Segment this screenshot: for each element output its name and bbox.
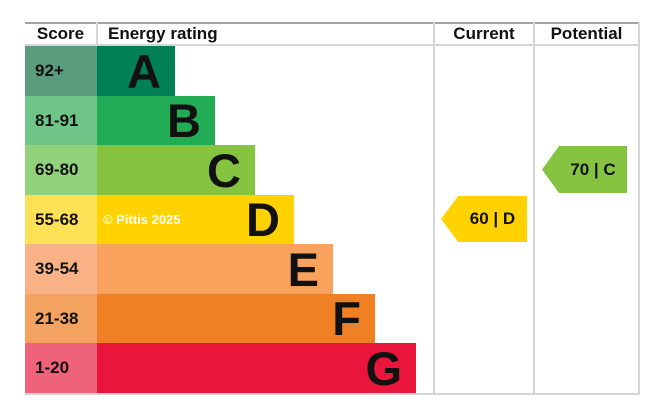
current-rating-label: 60 | D bbox=[469, 209, 516, 228]
band-bar-d: D bbox=[97, 195, 294, 244]
band-row-d: 55-68 D bbox=[25, 195, 294, 244]
current-rating-arrow: 60 | D bbox=[441, 196, 527, 242]
band-row-f: 21-38 F bbox=[25, 294, 375, 343]
band-bar-g: G bbox=[97, 343, 416, 393]
band-row-e: 39-54 E bbox=[25, 244, 333, 294]
band-letter-f: F bbox=[332, 292, 361, 345]
column-header-current: Current bbox=[453, 24, 515, 43]
score-range-c: 69-80 bbox=[25, 145, 97, 195]
band-row-g: 1-20 G bbox=[25, 343, 416, 393]
band-letter-g: G bbox=[365, 341, 402, 395]
band-row-c: 69-80 C bbox=[25, 145, 255, 195]
table-right-border bbox=[638, 22, 640, 395]
band-row-b: 81-91 B bbox=[25, 96, 215, 145]
score-range-d: 55-68 bbox=[25, 195, 97, 244]
band-letter-a: A bbox=[127, 44, 161, 98]
column-header-score: Score bbox=[36, 24, 85, 43]
divider-score-rating bbox=[96, 22, 98, 46]
divider-rating-current bbox=[433, 22, 435, 395]
score-range-b: 81-91 bbox=[25, 96, 97, 145]
band-bar-a: A bbox=[97, 46, 175, 96]
band-letter-b: B bbox=[167, 94, 201, 147]
table-top-border bbox=[25, 22, 640, 24]
score-range-g: 1-20 bbox=[25, 343, 97, 393]
score-range-e: 39-54 bbox=[25, 244, 97, 294]
band-bar-b: B bbox=[97, 96, 215, 145]
band-bar-f: F bbox=[97, 294, 375, 343]
header-bottom-border bbox=[25, 44, 640, 46]
band-letter-e: E bbox=[287, 242, 319, 296]
band-letter-c: C bbox=[207, 143, 241, 197]
column-header-energy-rating: Energy rating bbox=[108, 24, 218, 43]
band-bar-c: C bbox=[97, 145, 255, 195]
divider-current-potential bbox=[533, 22, 535, 395]
score-range-a: 92+ bbox=[25, 46, 97, 96]
copyright-watermark: © Pittis 2025 bbox=[103, 212, 181, 227]
column-header-potential: Potential bbox=[550, 24, 623, 43]
band-row-a: 92+ A bbox=[25, 46, 175, 96]
score-range-f: 21-38 bbox=[25, 294, 97, 343]
band-bar-e: E bbox=[97, 244, 333, 294]
table-bottom-border bbox=[25, 393, 640, 395]
potential-rating-arrow: 70 | C bbox=[542, 146, 627, 193]
band-letter-d: D bbox=[246, 193, 280, 246]
potential-rating-label: 70 | C bbox=[570, 159, 616, 179]
